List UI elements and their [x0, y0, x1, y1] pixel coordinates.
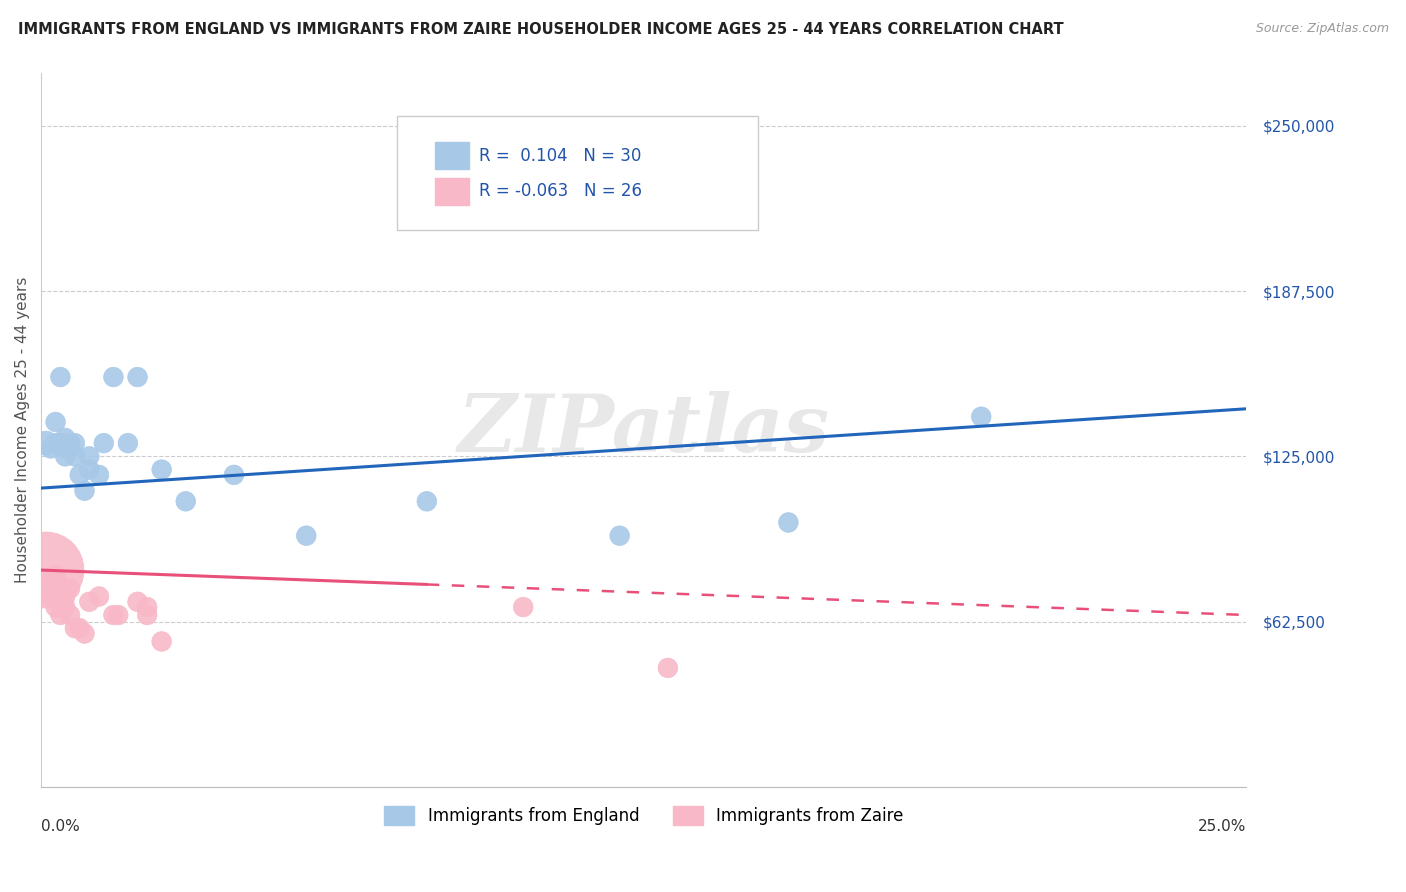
Point	[127, 595, 149, 609]
Point	[53, 442, 76, 456]
Text: 25.0%: 25.0%	[1198, 819, 1246, 834]
FancyBboxPatch shape	[436, 142, 470, 169]
Point	[87, 590, 110, 604]
Point	[174, 494, 197, 508]
FancyBboxPatch shape	[396, 116, 758, 230]
Text: Source: ZipAtlas.com: Source: ZipAtlas.com	[1256, 22, 1389, 36]
Point	[103, 370, 125, 384]
Point	[103, 607, 125, 622]
Point	[87, 467, 110, 482]
Point	[35, 563, 58, 577]
Text: R = -0.063   N = 26: R = -0.063 N = 26	[478, 183, 641, 201]
Point	[79, 462, 101, 476]
Point	[117, 436, 139, 450]
Text: ZIPatlas: ZIPatlas	[458, 392, 830, 468]
Point	[45, 436, 67, 450]
Point	[49, 436, 72, 450]
Point	[416, 494, 439, 508]
Text: R =  0.104   N = 30: R = 0.104 N = 30	[478, 147, 641, 165]
Point	[295, 529, 318, 543]
Point	[79, 595, 101, 609]
Point	[657, 661, 679, 675]
Point	[39, 574, 62, 588]
Point	[45, 587, 67, 601]
Point	[127, 370, 149, 384]
Point	[79, 450, 101, 464]
Point	[53, 431, 76, 445]
FancyBboxPatch shape	[436, 178, 470, 205]
Point	[49, 595, 72, 609]
Point	[53, 590, 76, 604]
Point	[63, 436, 86, 450]
Legend: Immigrants from England, Immigrants from Zaire: Immigrants from England, Immigrants from…	[378, 799, 910, 832]
Point	[150, 462, 173, 476]
Point	[73, 483, 96, 498]
Point	[45, 600, 67, 615]
Point	[778, 516, 800, 530]
Point	[63, 450, 86, 464]
Point	[45, 568, 67, 582]
Point	[59, 442, 82, 456]
Point	[970, 409, 993, 424]
Point	[39, 442, 62, 456]
Point	[59, 582, 82, 596]
Point	[53, 600, 76, 615]
Point	[59, 607, 82, 622]
Point	[73, 626, 96, 640]
Point	[69, 467, 91, 482]
Point	[136, 607, 159, 622]
Point	[107, 607, 129, 622]
Text: IMMIGRANTS FROM ENGLAND VS IMMIGRANTS FROM ZAIRE HOUSEHOLDER INCOME AGES 25 - 44: IMMIGRANTS FROM ENGLAND VS IMMIGRANTS FR…	[18, 22, 1064, 37]
Point	[49, 607, 72, 622]
Point	[45, 415, 67, 429]
Point	[222, 467, 245, 482]
Y-axis label: Householder Income Ages 25 - 44 years: Householder Income Ages 25 - 44 years	[15, 277, 30, 583]
Text: 0.0%: 0.0%	[41, 819, 80, 834]
Point	[39, 590, 62, 604]
Point	[53, 450, 76, 464]
Point	[49, 370, 72, 384]
Point	[35, 436, 58, 450]
Point	[49, 579, 72, 593]
Point	[136, 600, 159, 615]
Point	[59, 436, 82, 450]
Point	[609, 529, 631, 543]
Point	[63, 621, 86, 635]
Point	[150, 634, 173, 648]
Point	[93, 436, 115, 450]
Point	[69, 621, 91, 635]
Point	[512, 600, 534, 615]
